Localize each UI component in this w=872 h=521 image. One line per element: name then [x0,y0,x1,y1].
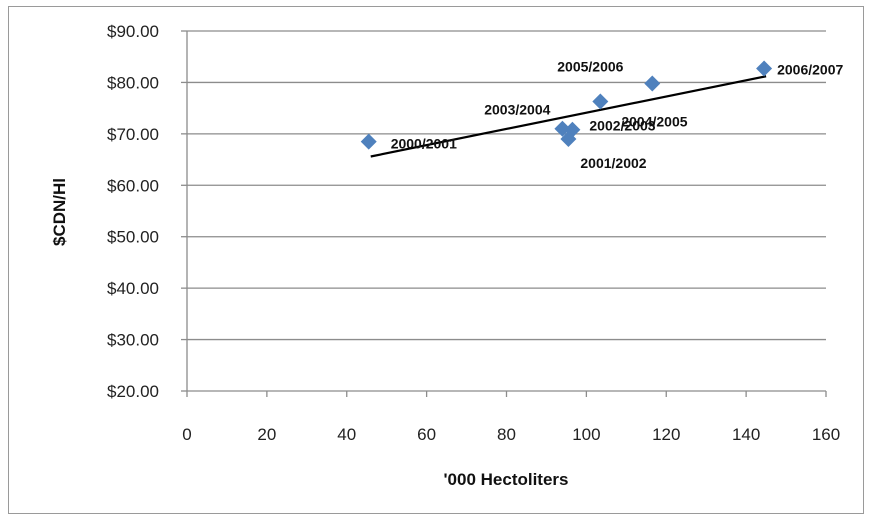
point-label: 2001/2002 [580,155,646,171]
point-label: 2005/2006 [557,58,623,74]
data-point [360,133,377,150]
y-tick-labels: $20.00 $30.00 $40.00 $50.00 $60.00 $70.00 $80.… [107,22,159,401]
trendline-group [370,75,767,158]
point-label: 2006/2007 [777,62,843,78]
x-tick-label: 160 [812,425,840,444]
x-tick-label: 140 [732,425,760,444]
y-tick-label: $90.00 [107,22,159,41]
data-points [360,60,773,150]
y-tick-label: $50.00 [107,228,159,247]
point-labels: 2000/2001 2001/2002 2002/2003 2003/2004 2004… [391,58,844,171]
data-point [644,75,661,92]
point-label: 2002/2003 [589,118,655,134]
x-axis-title: '000 Hectoliters [444,470,569,489]
x-tick-label: 40 [337,425,356,444]
y-tick-label: $60.00 [107,176,159,195]
x-tick-label: 120 [652,425,680,444]
point-label: 2004/2005 [621,113,687,129]
chart-frame [8,6,864,514]
y-tick-label: $30.00 [107,331,159,350]
y-tick-label: $20.00 [107,382,159,401]
axes [181,30,827,397]
y-tick-label: $40.00 [107,279,159,298]
y-tick-label: $70.00 [107,125,159,144]
x-tick-label: 20 [257,425,276,444]
gridlines [187,30,826,341]
x-tick-label: 0 [182,425,191,444]
y-tick-label: $80.00 [107,73,159,92]
x-tick-label: 80 [497,425,516,444]
data-point [564,121,581,138]
trendline [370,75,767,158]
point-label: 2003/2004 [484,102,550,118]
data-point [592,93,609,110]
x-tick-label: 60 [417,425,436,444]
point-label: 2000/2001 [391,136,457,152]
x-tick-labels: 0 20 40 60 80 100 120 140 160 [182,425,840,444]
data-point [756,60,773,77]
data-point [554,120,571,137]
y-axis-title: $CDN/Hl [50,178,69,246]
x-tick-label: 100 [572,425,600,444]
